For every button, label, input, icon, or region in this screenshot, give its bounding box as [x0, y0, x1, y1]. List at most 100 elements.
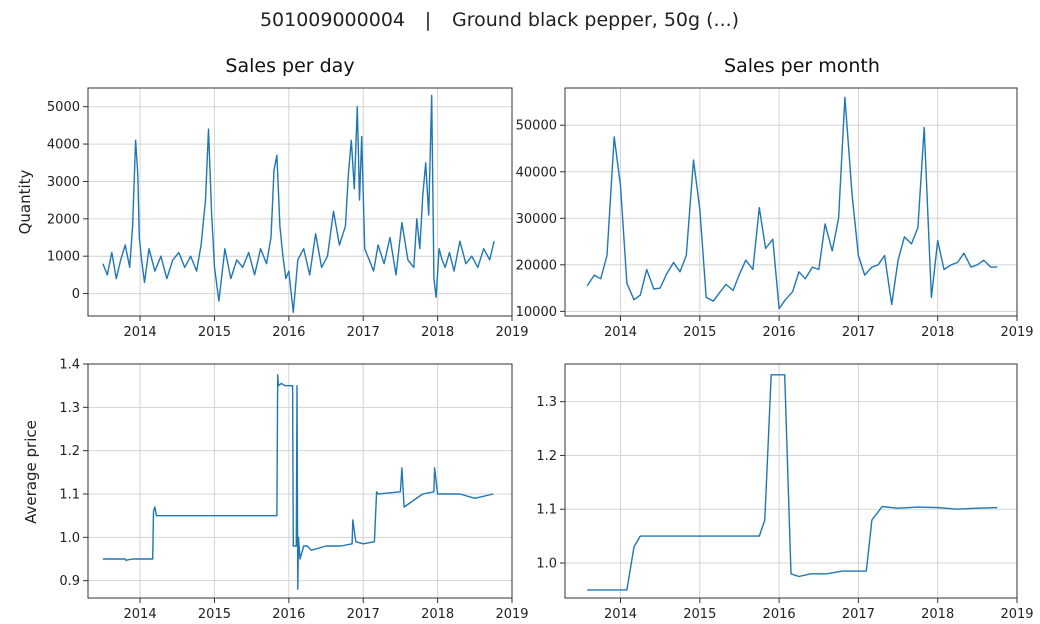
data-point	[166, 278, 167, 279]
data-point	[292, 385, 293, 386]
data-point	[376, 491, 377, 492]
data-point	[824, 223, 825, 224]
panel-sales-per-month: Sales per month 2014 2015 2016 2017 2018 2019…	[516, 55, 1034, 340]
data-point	[733, 290, 734, 291]
data-point	[154, 271, 155, 272]
data-point	[759, 207, 760, 208]
data-point	[139, 558, 140, 559]
x-tick-label: 2018	[421, 325, 454, 340]
panel-monthly-average-price: 2014 2015 2016 2017 2018 2019 1.0 1.1 1.2 1.3	[536, 363, 1034, 622]
data-point	[276, 515, 277, 516]
data-point	[355, 541, 356, 542]
data-point	[160, 256, 161, 257]
data-point	[293, 545, 294, 546]
data-point	[779, 308, 780, 309]
data-point	[307, 545, 308, 546]
data-point	[810, 573, 811, 574]
data-point	[277, 374, 278, 375]
data-point	[288, 385, 289, 386]
plot-frame	[564, 87, 1018, 317]
data-point	[214, 267, 215, 268]
y-axis-label-average-price: Average price	[22, 420, 40, 524]
data-point	[633, 546, 634, 547]
data-point	[483, 248, 484, 249]
data-point	[141, 259, 142, 260]
data-point	[798, 576, 799, 577]
data-point	[425, 162, 426, 163]
data-point	[129, 267, 130, 268]
data-point	[626, 283, 627, 284]
data-point	[957, 262, 958, 263]
data-point	[373, 271, 374, 272]
y-tick-label: 40000	[516, 165, 557, 180]
data-point	[270, 237, 271, 238]
data-point	[871, 267, 872, 268]
data-point	[434, 467, 435, 468]
y-tick-label: 30000	[516, 212, 557, 227]
y-tick-label: 2000	[47, 212, 80, 227]
panel-daily-average-price: Average price 2014 2015 2016 2017 2018 2019 0.…	[22, 358, 529, 623]
data-point	[135, 140, 136, 141]
data-point	[785, 299, 786, 300]
data-point	[666, 274, 667, 275]
x-tick-label: 2016	[763, 325, 796, 340]
data-point	[784, 374, 785, 375]
data-point	[281, 383, 282, 384]
x-tick-label: 2018	[921, 607, 954, 622]
y-tick-label: 1.0	[536, 557, 557, 572]
data-point	[200, 244, 201, 245]
data-point	[606, 255, 607, 256]
data-point	[416, 218, 417, 219]
y-tick-label: 1.2	[536, 449, 557, 464]
data-point	[957, 509, 958, 510]
data-point	[125, 244, 126, 245]
data-point	[401, 467, 402, 468]
data-point	[686, 255, 687, 256]
data-point	[725, 284, 726, 285]
y-tick-label: 4000	[47, 138, 80, 153]
data-point	[293, 312, 294, 313]
data-point	[205, 200, 206, 201]
data-point	[389, 237, 390, 238]
data-point	[951, 264, 952, 265]
data-point	[620, 589, 621, 590]
x-tick-label: 2014	[124, 607, 157, 622]
data-point	[792, 291, 793, 292]
x-tick-label: 2014	[604, 607, 637, 622]
data-point	[878, 264, 879, 265]
y-tick-label: 10000	[516, 305, 557, 320]
data-point	[891, 304, 892, 305]
data-point	[812, 267, 813, 268]
data-point	[437, 493, 438, 494]
data-point	[646, 269, 647, 270]
data-point	[587, 285, 588, 286]
data-point	[459, 241, 460, 242]
data-point	[441, 259, 442, 260]
data-point	[858, 255, 859, 256]
data-point	[771, 374, 772, 375]
data-point	[990, 267, 991, 268]
data-point	[838, 218, 839, 219]
data-point	[673, 262, 674, 263]
data-point	[327, 256, 328, 257]
data-point	[111, 252, 112, 253]
data-point	[298, 537, 299, 538]
data-point	[311, 550, 312, 551]
data-point	[917, 227, 918, 228]
data-point	[884, 255, 885, 256]
data-point	[772, 239, 773, 240]
y-tick-label: 1.2	[59, 444, 80, 459]
data-point	[911, 243, 912, 244]
data-point	[600, 589, 601, 590]
data-point	[279, 226, 280, 227]
data-point	[719, 536, 720, 537]
data-point	[340, 545, 341, 546]
y-tick-label: 1.0	[59, 531, 80, 546]
data-point	[832, 250, 833, 251]
data-point	[871, 519, 872, 520]
data-point	[218, 300, 219, 301]
x-tick-label: 2015	[198, 607, 231, 622]
data-point	[943, 269, 944, 270]
data-point	[297, 259, 298, 260]
data-point	[333, 211, 334, 212]
